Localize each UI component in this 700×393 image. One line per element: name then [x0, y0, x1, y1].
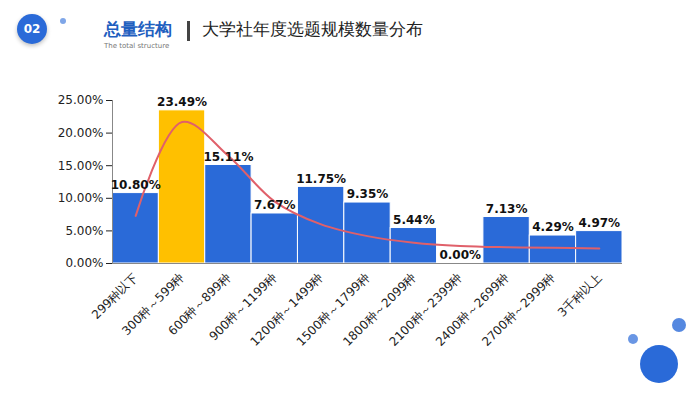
svg-text:10.00%: 10.00% [58, 191, 104, 205]
svg-text:11.75%: 11.75% [296, 172, 346, 186]
svg-text:900种～1199种: 900种～1199种 [206, 270, 280, 344]
svg-text:4.29%: 4.29% [532, 220, 574, 234]
html-text:总量结构: 总量结构 [104, 19, 172, 39]
html-text:大学社年度选题规模数量分布: 大学社年度选题规模数量分布 [202, 19, 423, 39]
svg-text:600种～899种: 600种～899种 [165, 270, 234, 338]
svg-text:20.00%: 20.00% [58, 126, 104, 140]
svg-text:2100种～2399种: 2100种～2399种 [386, 270, 466, 349]
svg-text:4.97%: 4.97% [578, 216, 620, 230]
svg-text:15.11%: 15.11% [203, 150, 253, 164]
svg-text:1200种～1499种: 1200种～1499种 [247, 270, 326, 349]
svg-text:0.00%: 0.00% [439, 248, 481, 262]
svg-text:3千种以上: 3千种以上 [555, 270, 604, 319]
svg-text:2700种～2999种: 2700种～2999种 [479, 270, 558, 349]
html-text:The total structure: The total structure [104, 42, 170, 50]
svg-text:15.00%: 15.00% [58, 159, 104, 173]
svg-text:23.49%: 23.49% [157, 95, 207, 109]
svg-text:0.00%: 0.00% [65, 256, 103, 270]
svg-text:5.00%: 5.00% [65, 224, 103, 238]
svg-text:10.80%: 10.80% [111, 178, 161, 192]
svg-text:5.44%: 5.44% [393, 213, 435, 227]
svg-text:300种～599种: 300种～599种 [119, 270, 187, 338]
svg-text:9.35%: 9.35% [347, 187, 389, 201]
svg-text:2400种～2699种: 2400种～2699种 [432, 270, 512, 349]
svg-text:25.00%: 25.00% [58, 93, 104, 107]
svg-text:7.13%: 7.13% [486, 202, 528, 216]
html-text:02: 02 [23, 22, 41, 36]
svg-text:7.67%: 7.67% [254, 198, 296, 212]
svg-text:1500种～1799种: 1500种～1799种 [293, 270, 373, 349]
svg-text:1800种～2099种: 1800种～2099种 [340, 270, 419, 349]
svg-text:299种以下: 299种以下 [89, 270, 141, 322]
